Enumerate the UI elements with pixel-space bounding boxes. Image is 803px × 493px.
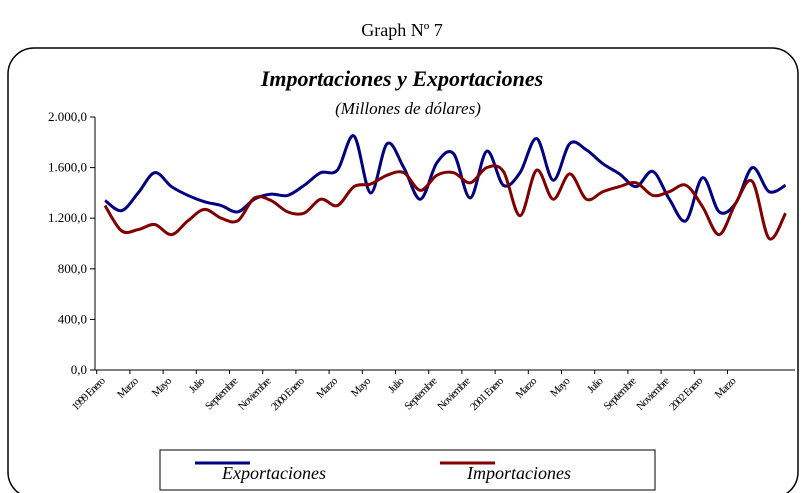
caption: Graph Nº 7 xyxy=(361,20,443,40)
y-tick-label: 0,0 xyxy=(71,362,87,377)
line-series xyxy=(103,164,787,241)
chart-title: Importaciones y Exportaciones xyxy=(260,66,543,91)
legend-label: Exportaciones xyxy=(221,463,326,483)
y-tick-label: 1.600,0 xyxy=(48,160,87,175)
y-tick-label: 2.000,0 xyxy=(48,109,87,124)
y-tick-label: 400,0 xyxy=(58,311,87,326)
chart-subtitle: (Millones de dólares) xyxy=(335,99,481,118)
chart-frame xyxy=(7,47,799,493)
y-tick-label: 1.200,0 xyxy=(48,210,87,225)
legend xyxy=(159,449,656,491)
y-tick-label: 800,0 xyxy=(58,261,87,276)
line-series xyxy=(104,134,787,223)
legend-label: Importaciones xyxy=(466,463,571,483)
